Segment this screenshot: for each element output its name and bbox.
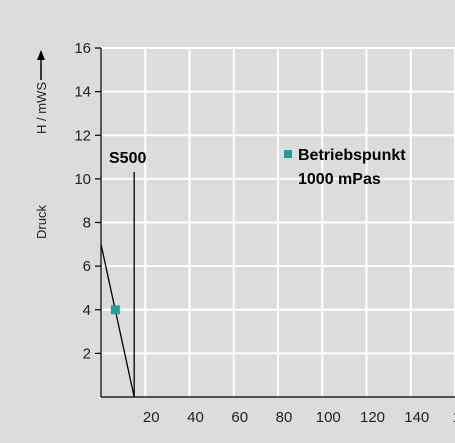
y-tick-label-3: 8 (83, 215, 91, 232)
y-axis-arrow-icon (37, 50, 45, 80)
legend: Betriebspunkt 1000 mPas (284, 147, 406, 188)
series-label-s500: S500 (109, 150, 146, 167)
series-line-0 (100, 244, 135, 398)
legend-marker-icon (284, 150, 292, 158)
y-tick-label-6: 14 (74, 84, 91, 101)
y-tick-label-7: 16 (74, 40, 91, 57)
x-tick-label-1: 40 (187, 409, 204, 426)
x-tick-label-7: 16 (453, 409, 455, 426)
x-tick-label-2: 60 (231, 409, 248, 426)
y-tick-label-4: 10 (74, 171, 91, 188)
y-axis-label-druck: Druck (34, 205, 49, 239)
x-tick-label-6: 140 (404, 409, 429, 426)
legend-label-viscosity: 1000 mPas (298, 171, 381, 188)
y-tick-label-5: 12 (74, 127, 91, 144)
legend-label-betriebspunkt: Betriebspunkt (298, 147, 406, 164)
x-tick-label-0: 20 (143, 409, 160, 426)
x-tick-label-5: 120 (360, 409, 385, 426)
curve-layer (100, 172, 135, 398)
y-axis-label-unit: H / mWS (34, 82, 49, 134)
y-tick-label-2: 6 (83, 258, 91, 275)
grid (101, 47, 455, 397)
x-tick-label-4: 100 (316, 409, 341, 426)
y-tick-label-1: 4 (83, 302, 91, 319)
axes (95, 47, 455, 398)
tick-labels: 2 4 6 8 10 12 14 16 20 40 60 80 100 120 140 16 (74, 40, 455, 426)
y-tick-label-0: 2 (83, 345, 91, 362)
operating-point-marker (110, 305, 120, 315)
x-tick-label-3: 80 (276, 409, 293, 426)
